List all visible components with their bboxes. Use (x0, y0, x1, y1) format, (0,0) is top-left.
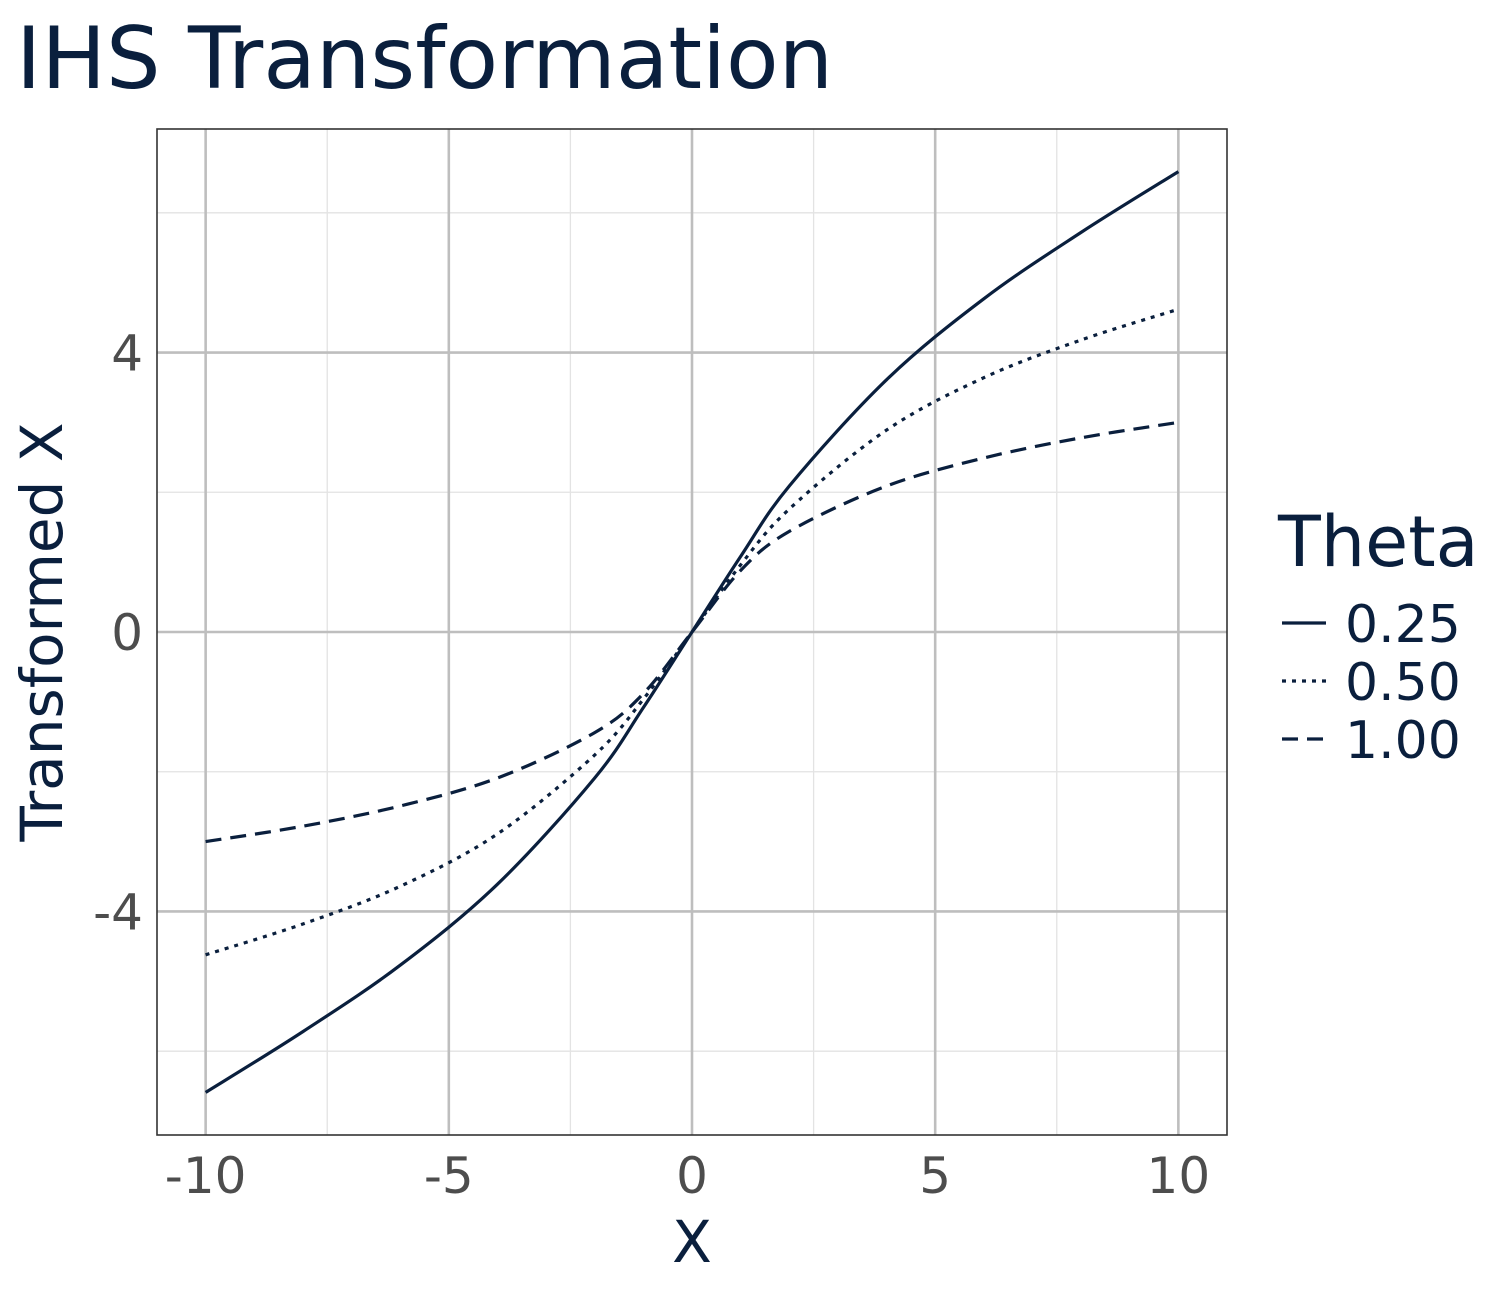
legend-label-theta-0.25: 0.25 (1345, 595, 1461, 655)
y-axis-title: Transformed X (8, 422, 76, 842)
y-tick-label: 0 (111, 604, 143, 662)
x-axis-title: X (672, 1208, 712, 1276)
x-tick-label: 5 (919, 1147, 951, 1205)
y-tick-labels: -4 0 4 (93, 325, 143, 942)
x-tick-label: 0 (676, 1147, 708, 1205)
x-tick-label: -10 (165, 1147, 247, 1205)
series-line-theta-0.50 (205, 307, 1179, 957)
legend-title: Theta (1277, 501, 1479, 583)
series-line-theta-0.25 (204, 170, 1180, 1094)
chart-title: IHS Transformation (16, 9, 833, 109)
x-tick-labels: -10 -5 0 5 10 (165, 1147, 1210, 1205)
legend-label-theta-0.50: 0.50 (1345, 653, 1461, 713)
legend-items: 0.250.501.00 (1282, 595, 1461, 771)
legend: Theta 0.250.501.00 (1277, 501, 1479, 771)
panel-border (156, 128, 1228, 1136)
y-tick-label: -4 (93, 883, 143, 941)
y-tick-label: 4 (111, 325, 143, 383)
x-tick-label: 10 (1147, 1147, 1211, 1205)
major-grid (157, 129, 1227, 1135)
x-tick-label: -5 (424, 1147, 474, 1205)
legend-label-theta-1.00: 1.00 (1345, 711, 1461, 771)
series-lines (204, 170, 1180, 1094)
